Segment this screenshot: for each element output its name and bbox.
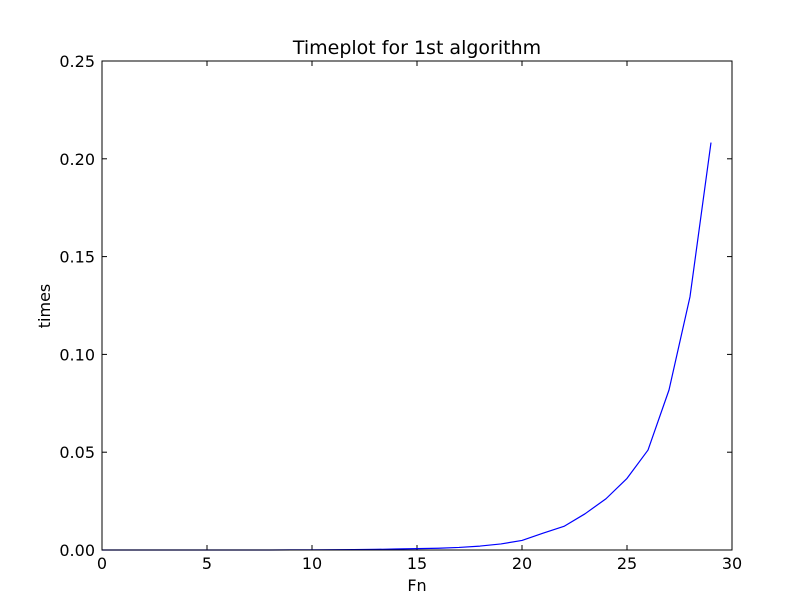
y-axis-label: times [35,284,54,328]
y-tick-label: 0.00 [59,541,95,560]
y-tick-label: 0.05 [59,443,95,462]
x-tick-label: 15 [407,554,427,573]
y-tick-label: 0.25 [59,52,95,71]
x-axis-label: Fn [407,576,426,595]
x-tick-label: 30 [722,554,742,573]
x-tick-label: 5 [202,554,212,573]
x-tick-label: 20 [512,554,532,573]
y-tick-label: 0.15 [59,248,95,267]
plot-frame [101,60,733,551]
x-tick-label: 10 [302,554,322,573]
y-tick-label: 0.20 [59,150,95,169]
ticks-layer: 0 5 10 15 20 25 30 0.00 0.05 0.10 0.15 0.20 0.25 [59,52,742,573]
chart-title: Timeplot for 1st algorithm [292,37,541,59]
x-tick-label: 0 [97,554,107,573]
y-tick-label: 0.10 [59,345,95,364]
x-tick-label: 25 [617,554,637,573]
